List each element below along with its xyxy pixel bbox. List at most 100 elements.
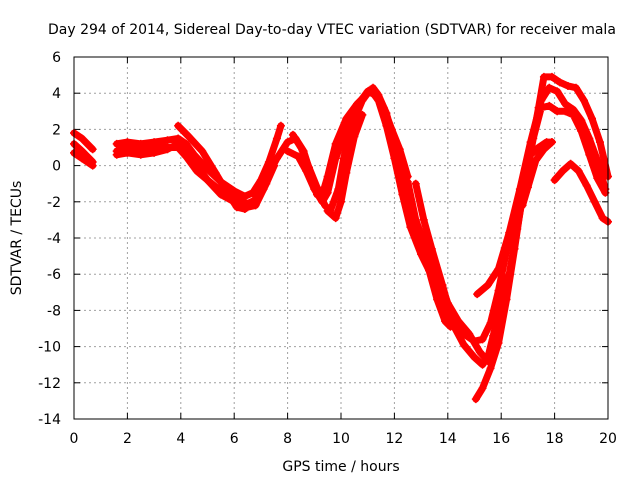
data-point-marker [78,154,87,163]
data-point-marker [78,147,87,156]
data-point-marker [411,215,420,224]
data-point-marker [251,192,260,201]
data-point-marker [459,340,468,349]
data-point-marker [449,320,458,329]
series-track-16 [473,83,610,299]
y-tick-label: 4 [52,86,61,102]
series-track-7 [174,121,249,214]
series-track-10 [288,85,455,331]
data-point-marker [553,87,562,96]
data-point-marker [112,150,121,159]
data-point-marker [136,150,145,159]
data-point-marker [478,335,487,344]
series-track-17 [518,138,556,210]
data-point-marker [262,174,271,183]
y-tick-label: 6 [52,50,61,66]
data-point-marker [531,156,540,165]
y-tick-label: 0 [52,159,61,175]
x-tick-label: 0 [70,431,79,447]
data-point-marker [163,136,172,145]
x-tick-label: 20 [599,431,617,447]
data-point-marker [489,331,498,340]
data-point-marker [374,96,383,105]
data-point-marker [240,205,249,214]
data-point-marker [571,83,580,92]
data-point-marker [555,78,564,87]
y-tick-label: 2 [52,122,61,138]
series-line [472,73,612,403]
data-point-marker [398,174,407,183]
data-point-marker [547,138,556,147]
data-point-marker [123,148,132,157]
x-tick-label: 2 [123,431,132,447]
data-point-marker [382,121,391,130]
data-point-marker [582,181,591,190]
data-point-marker [483,281,492,290]
data-point-marker [174,121,183,130]
data-point-marker [475,348,484,357]
x-tick-label: 4 [176,431,185,447]
data-point-marker [337,197,345,206]
data-point-marker [150,148,159,157]
data-point-marker [577,116,586,125]
data-point-marker [358,110,367,119]
data-point-marker [323,188,332,197]
data-point-marker [454,317,463,326]
data-point-marker [486,364,495,373]
y-tick-label: -12 [38,376,61,392]
data-point-marker [331,214,340,223]
data-point-marker [347,121,356,130]
series-line [551,160,612,226]
x-tick-label: 8 [283,431,292,447]
data-point-marker [272,154,281,163]
data-point-marker [470,353,479,362]
data-point-marker [595,138,604,147]
data-point-marker [88,145,97,154]
series-track-11 [323,110,367,223]
data-point-marker [203,176,212,185]
axis-layer: 0 2 4 6 8 10 12 14 16 18 20 -14 -12 -10 -8 -6 -4 -2 0 2 4 6 [38,50,617,447]
data-point-marker [342,168,351,177]
data-point-marker [350,132,359,141]
data-point-marker [182,145,191,154]
x-tick-label: 14 [439,431,457,447]
data-point-marker [78,134,87,143]
data-point-marker [358,96,367,105]
data-point-marker [441,317,450,326]
data-point-marker [320,201,329,210]
data-point-marker [563,81,572,90]
data-point-marker [438,281,447,290]
data-point-marker [593,156,602,165]
data-point-marker [561,107,570,116]
data-point-marker [566,159,575,168]
data-point-marker [553,107,562,116]
y-tick-label: -8 [47,303,61,319]
x-axis-title: GPS time / hours [282,459,399,475]
data-point-marker [585,134,594,143]
data-point-marker [163,145,172,154]
data-point-marker [471,395,480,404]
data-point-marker [323,206,332,215]
data-point-marker [184,132,193,141]
data-point-marker [251,201,260,210]
data-point-marker [523,183,532,192]
data-point-marker [494,338,503,347]
x-tick-label: 6 [230,431,239,447]
series-track-14 [411,179,511,369]
data-point-marker [539,72,548,81]
data-point-marker [283,147,292,156]
y-tick-label: -6 [47,267,61,283]
data-point-marker [222,186,231,195]
data-point-marker [403,177,412,186]
data-point-marker [539,145,548,154]
grid-layer [74,57,608,419]
data-point-marker [561,100,570,109]
data-point-marker [598,214,607,223]
series-line [289,86,454,331]
data-point-marker [478,360,487,369]
data-point-marker [331,154,340,163]
data-point-marker [390,141,399,150]
data-point-marker [515,185,524,194]
data-point-marker [419,215,428,224]
